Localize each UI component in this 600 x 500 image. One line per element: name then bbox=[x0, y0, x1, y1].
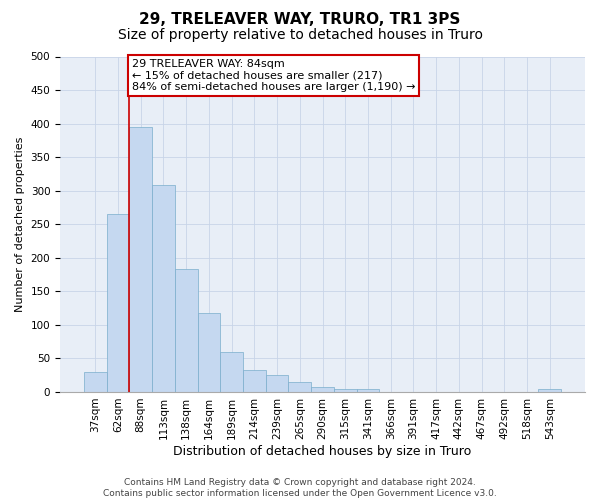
Text: Size of property relative to detached houses in Truro: Size of property relative to detached ho… bbox=[118, 28, 482, 42]
Bar bbox=[289, 382, 311, 392]
Bar bbox=[175, 269, 197, 392]
X-axis label: Distribution of detached houses by size in Truro: Distribution of detached houses by size … bbox=[173, 444, 472, 458]
Text: Contains HM Land Registry data © Crown copyright and database right 2024.
Contai: Contains HM Land Registry data © Crown c… bbox=[103, 478, 497, 498]
Bar bbox=[107, 214, 130, 392]
Bar bbox=[538, 388, 561, 392]
Bar bbox=[311, 388, 334, 392]
Bar bbox=[197, 314, 220, 392]
Bar bbox=[334, 388, 356, 392]
Bar bbox=[243, 370, 266, 392]
Bar bbox=[130, 127, 152, 392]
Bar bbox=[356, 388, 379, 392]
Bar bbox=[152, 186, 175, 392]
Y-axis label: Number of detached properties: Number of detached properties bbox=[15, 136, 25, 312]
Bar bbox=[84, 372, 107, 392]
Bar bbox=[266, 375, 289, 392]
Text: 29, TRELEAVER WAY, TRURO, TR1 3PS: 29, TRELEAVER WAY, TRURO, TR1 3PS bbox=[139, 12, 461, 28]
Bar bbox=[220, 352, 243, 392]
Text: 29 TRELEAVER WAY: 84sqm
← 15% of detached houses are smaller (217)
84% of semi-d: 29 TRELEAVER WAY: 84sqm ← 15% of detache… bbox=[131, 58, 415, 92]
